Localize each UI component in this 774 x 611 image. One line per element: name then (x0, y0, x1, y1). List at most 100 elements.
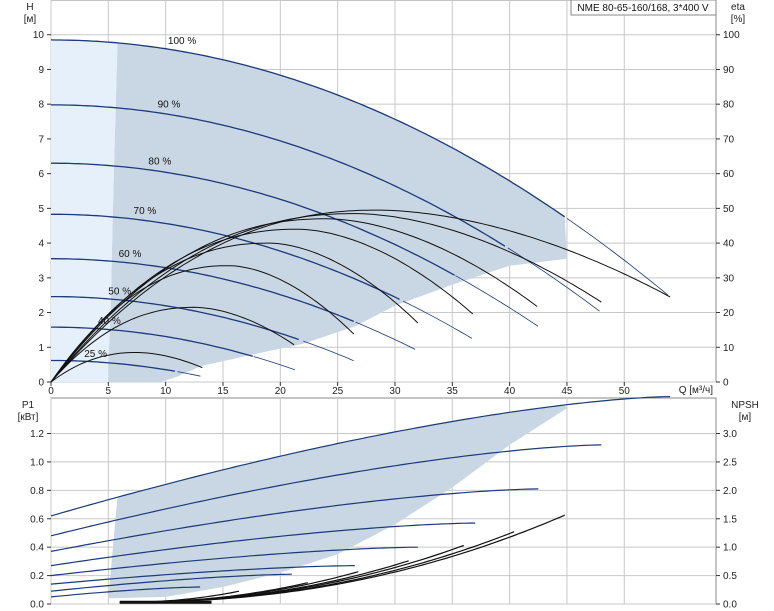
y-tick-label-right: 40 (723, 239, 735, 250)
x-tick-label: 0 (48, 386, 54, 397)
efficiency-curve (50, 209, 671, 383)
head-curve (51, 258, 354, 323)
y-tick-label-right: 10 (723, 343, 735, 354)
head-curve (51, 326, 253, 357)
head-efficiency-panel: 0 5 10 15 20 25 30 35 40 45 5001234567891001020304… (24, 0, 746, 397)
power-operating-region (108, 405, 567, 599)
x-tick-label: 10 (160, 386, 172, 397)
y-tick-label-left: 10 (33, 30, 45, 41)
head-curves (50, 39, 669, 377)
speed-label: 100 % (168, 36, 196, 47)
y-tick-label-right: 0.5 (723, 571, 737, 582)
power-curves (50, 396, 671, 598)
head-curve (50, 39, 566, 218)
y-tick-label-right: 20 (723, 308, 735, 319)
y-axis-unit-h: [м] (24, 14, 37, 25)
y-tick-label-right: 0.0 (723, 600, 737, 611)
power-curve (50, 522, 476, 567)
y-axis-label-p1: P1 (22, 400, 35, 411)
speed-label: 50 % (108, 286, 131, 297)
efficiency-curve (50, 213, 602, 383)
head-curve (51, 213, 400, 300)
head-curve-tail (177, 371, 201, 377)
efficiency-curve (50, 218, 538, 383)
y-tick-label-right: 80 (723, 100, 735, 111)
y-axis-unit-npsh: [м] (739, 412, 752, 423)
x-tick-label: 20 (275, 386, 287, 397)
power-npsh-panel: 0.0 0.2 0.4 0.6 0.8 1.0 1.2 0.0 0.5 1.0 1.5 2.0 2.5 3… (18, 396, 759, 611)
chart-title-box (570, 0, 717, 16)
head-curve-tail (455, 275, 539, 327)
y-tick-label-right: 0 (723, 378, 729, 389)
x-tick-label: 25 (332, 386, 344, 397)
y-tick-label-right: 3.0 (723, 429, 737, 440)
efficiency-curve (50, 265, 355, 383)
y-tick-label-right: 70 (723, 134, 735, 145)
y-tick-label-left: 4 (38, 239, 44, 250)
efficiency-curve (50, 352, 203, 383)
y-tick-label-left: 5 (38, 204, 44, 215)
chart-title: NME 80-65-160/168, 3*400 V (577, 3, 709, 14)
y-tick-label-right: 100 (723, 30, 740, 41)
low-flow-region-shape (51, 39, 118, 383)
speed-label: 25 % (84, 349, 107, 360)
power-curve (50, 396, 671, 517)
speed-label: 60 % (119, 249, 142, 260)
y-tick-label-left: 0 (38, 378, 44, 389)
x-tick-label: 35 (447, 386, 459, 397)
y-tick-label-left: 1.0 (30, 457, 44, 468)
y-tick-label-right: 60 (723, 169, 735, 180)
y-tick-label-left: 1 (38, 343, 44, 354)
y-axis-unit-p1: [кВт] (18, 412, 39, 423)
y-tick-label-left: 1.2 (30, 429, 44, 440)
x-tick-label: 15 (217, 386, 229, 397)
y-tick-label-left: 2 (38, 308, 44, 319)
y-tick-label-left: 3 (38, 273, 44, 284)
y-tick-label-left: 0.6 (30, 514, 44, 525)
head-curve-tail (355, 321, 416, 350)
y-axis-label-npsh: NPSH (731, 400, 759, 411)
head-curve-tail (402, 300, 473, 339)
head-curve-tail (303, 340, 354, 362)
head-curve-tail (253, 356, 296, 371)
y-tick-label-left: 6 (38, 169, 44, 180)
y-tick-label-right: 1.5 (723, 514, 737, 525)
x-tick-label: 45 (561, 386, 573, 397)
speed-labels: 100 % 90 % 80 % 70 % 60 % 50 % 40 % 25 % (84, 36, 196, 360)
power-curve (50, 573, 292, 592)
head-curve (51, 162, 455, 276)
y-tick-label-left: 7 (38, 134, 44, 145)
y-axis-unit-eta: [%] (731, 14, 746, 25)
top-axis-ticks: 0 5 10 15 20 25 30 35 40 45 5001234567891001020304… (33, 30, 740, 397)
x-tick-label: 5 (106, 386, 112, 397)
speed-label: 40 % (98, 316, 121, 327)
head-curve-tail (566, 218, 669, 296)
y-tick-label-left: 0.0 (30, 600, 44, 611)
x-tick-label: 40 (504, 386, 516, 397)
y-tick-label-left: 9 (38, 65, 44, 76)
y-tick-label-right: 2.5 (723, 457, 737, 468)
speed-label: 80 % (148, 157, 171, 168)
efficiency-curves (50, 209, 671, 383)
speed-label: 90 % (158, 100, 181, 111)
power-curve (50, 444, 602, 537)
x-tick-label: 30 (389, 386, 401, 397)
y-tick-label-left: 0.8 (30, 486, 44, 497)
power-curve (50, 488, 539, 552)
power-curve (50, 546, 418, 577)
x-axis-label-q: Q [м³/ч] (679, 385, 714, 396)
efficiency-curve (50, 242, 419, 383)
power-region-shape (108, 405, 567, 599)
y-tick-label-left: 8 (38, 100, 44, 111)
efficiency-curve (50, 306, 295, 383)
head-curve (51, 295, 299, 341)
bottom-axis-ticks: 0.0 0.2 0.4 0.6 0.8 1.0 1.2 0.0 0.5 1.0 1.5 2.0 2.5 3… (30, 429, 737, 610)
y-tick-label-right: 30 (723, 273, 735, 284)
power-curve (50, 565, 355, 585)
x-tick-label: 50 (619, 386, 631, 397)
head-curve (51, 104, 506, 247)
y-tick-label-left: 0.4 (30, 543, 44, 554)
speed-label: 70 % (134, 206, 157, 217)
y-tick-label-right: 1.0 (723, 543, 737, 554)
